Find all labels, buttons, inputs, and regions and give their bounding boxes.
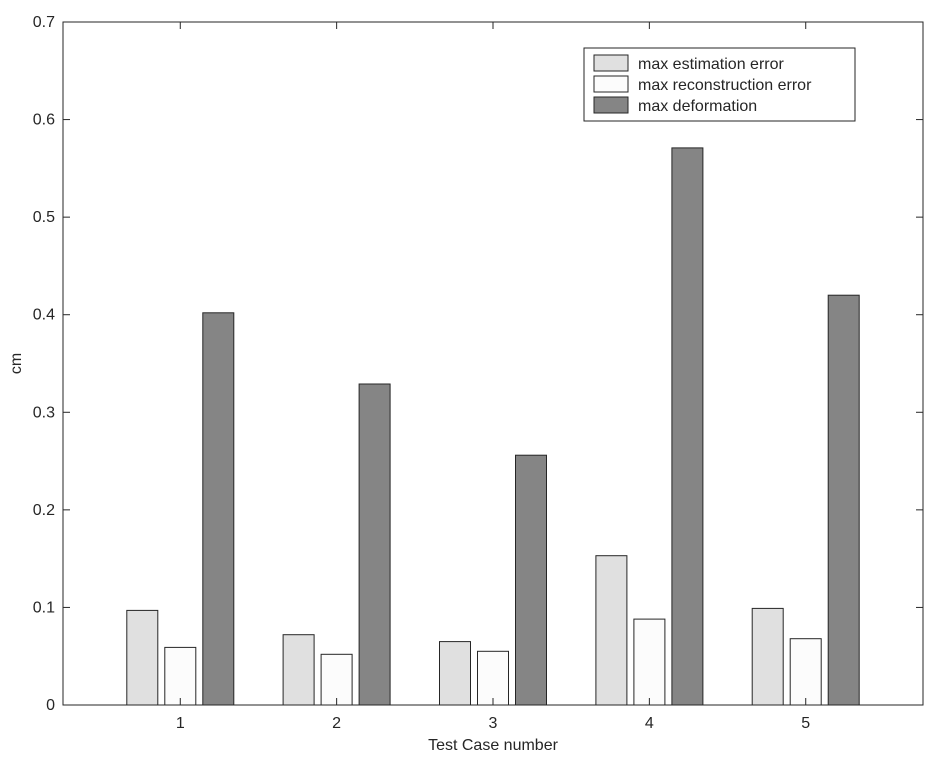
plot-frame xyxy=(62,21,924,706)
ticks-layer: 0 0.1 0.2 0.3 0.4 0.5 0.6 0.7 1 2 3 4 5 xyxy=(33,14,923,732)
bar-3-case-5 xyxy=(827,294,860,706)
bar-1-case-4 xyxy=(595,555,628,706)
bar-1-case-5 xyxy=(751,607,784,706)
legend: max estimation error max reconstruction e… xyxy=(583,47,856,122)
y-tick-label: 0 xyxy=(46,697,55,714)
bar-1-case-2 xyxy=(282,634,315,706)
bar-3-case-4 xyxy=(671,147,704,706)
x-tick-label: 2 xyxy=(332,715,341,732)
bar-2-case-3 xyxy=(477,650,509,706)
legend-swatch xyxy=(593,96,629,114)
legend-entries: max estimation error max reconstruction e… xyxy=(593,54,812,115)
legend-label: max reconstruction error xyxy=(638,77,812,94)
x-axis-label: Test Case number xyxy=(428,737,559,754)
bar-3-case-3 xyxy=(515,454,547,706)
bar-2-case-1 xyxy=(164,646,197,706)
x-tick-label: 1 xyxy=(176,715,185,732)
bars-layer xyxy=(126,147,860,706)
y-tick-label: 0.6 xyxy=(33,112,55,129)
legend-box xyxy=(583,47,856,122)
bar-2-case-2 xyxy=(320,653,353,706)
x-tick-label: 5 xyxy=(801,715,810,732)
bar-2-case-4 xyxy=(633,618,666,706)
legend-label: max deformation xyxy=(638,98,757,115)
y-tick-label: 0.5 xyxy=(33,209,55,226)
y-tick-label: 0.7 xyxy=(33,14,55,31)
bar-2-case-5 xyxy=(789,638,822,706)
legend-swatch xyxy=(593,54,629,72)
y-tick-label: 0.2 xyxy=(33,502,55,519)
bar-3-case-2 xyxy=(358,383,391,706)
y-tick-label: 0.1 xyxy=(33,599,55,616)
y-axis-label: cm xyxy=(8,353,25,374)
legend-label: max estimation error xyxy=(638,56,784,73)
x-tick-label: 4 xyxy=(645,715,654,732)
bar-3-case-1 xyxy=(202,312,235,706)
y-tick-label: 0.3 xyxy=(33,404,55,421)
y-tick-label: 0.4 xyxy=(33,307,55,324)
x-tick-label: 3 xyxy=(489,715,498,732)
legend-swatch xyxy=(593,75,629,93)
bar-1-case-1 xyxy=(126,609,159,706)
bar-1-case-3 xyxy=(439,641,471,706)
